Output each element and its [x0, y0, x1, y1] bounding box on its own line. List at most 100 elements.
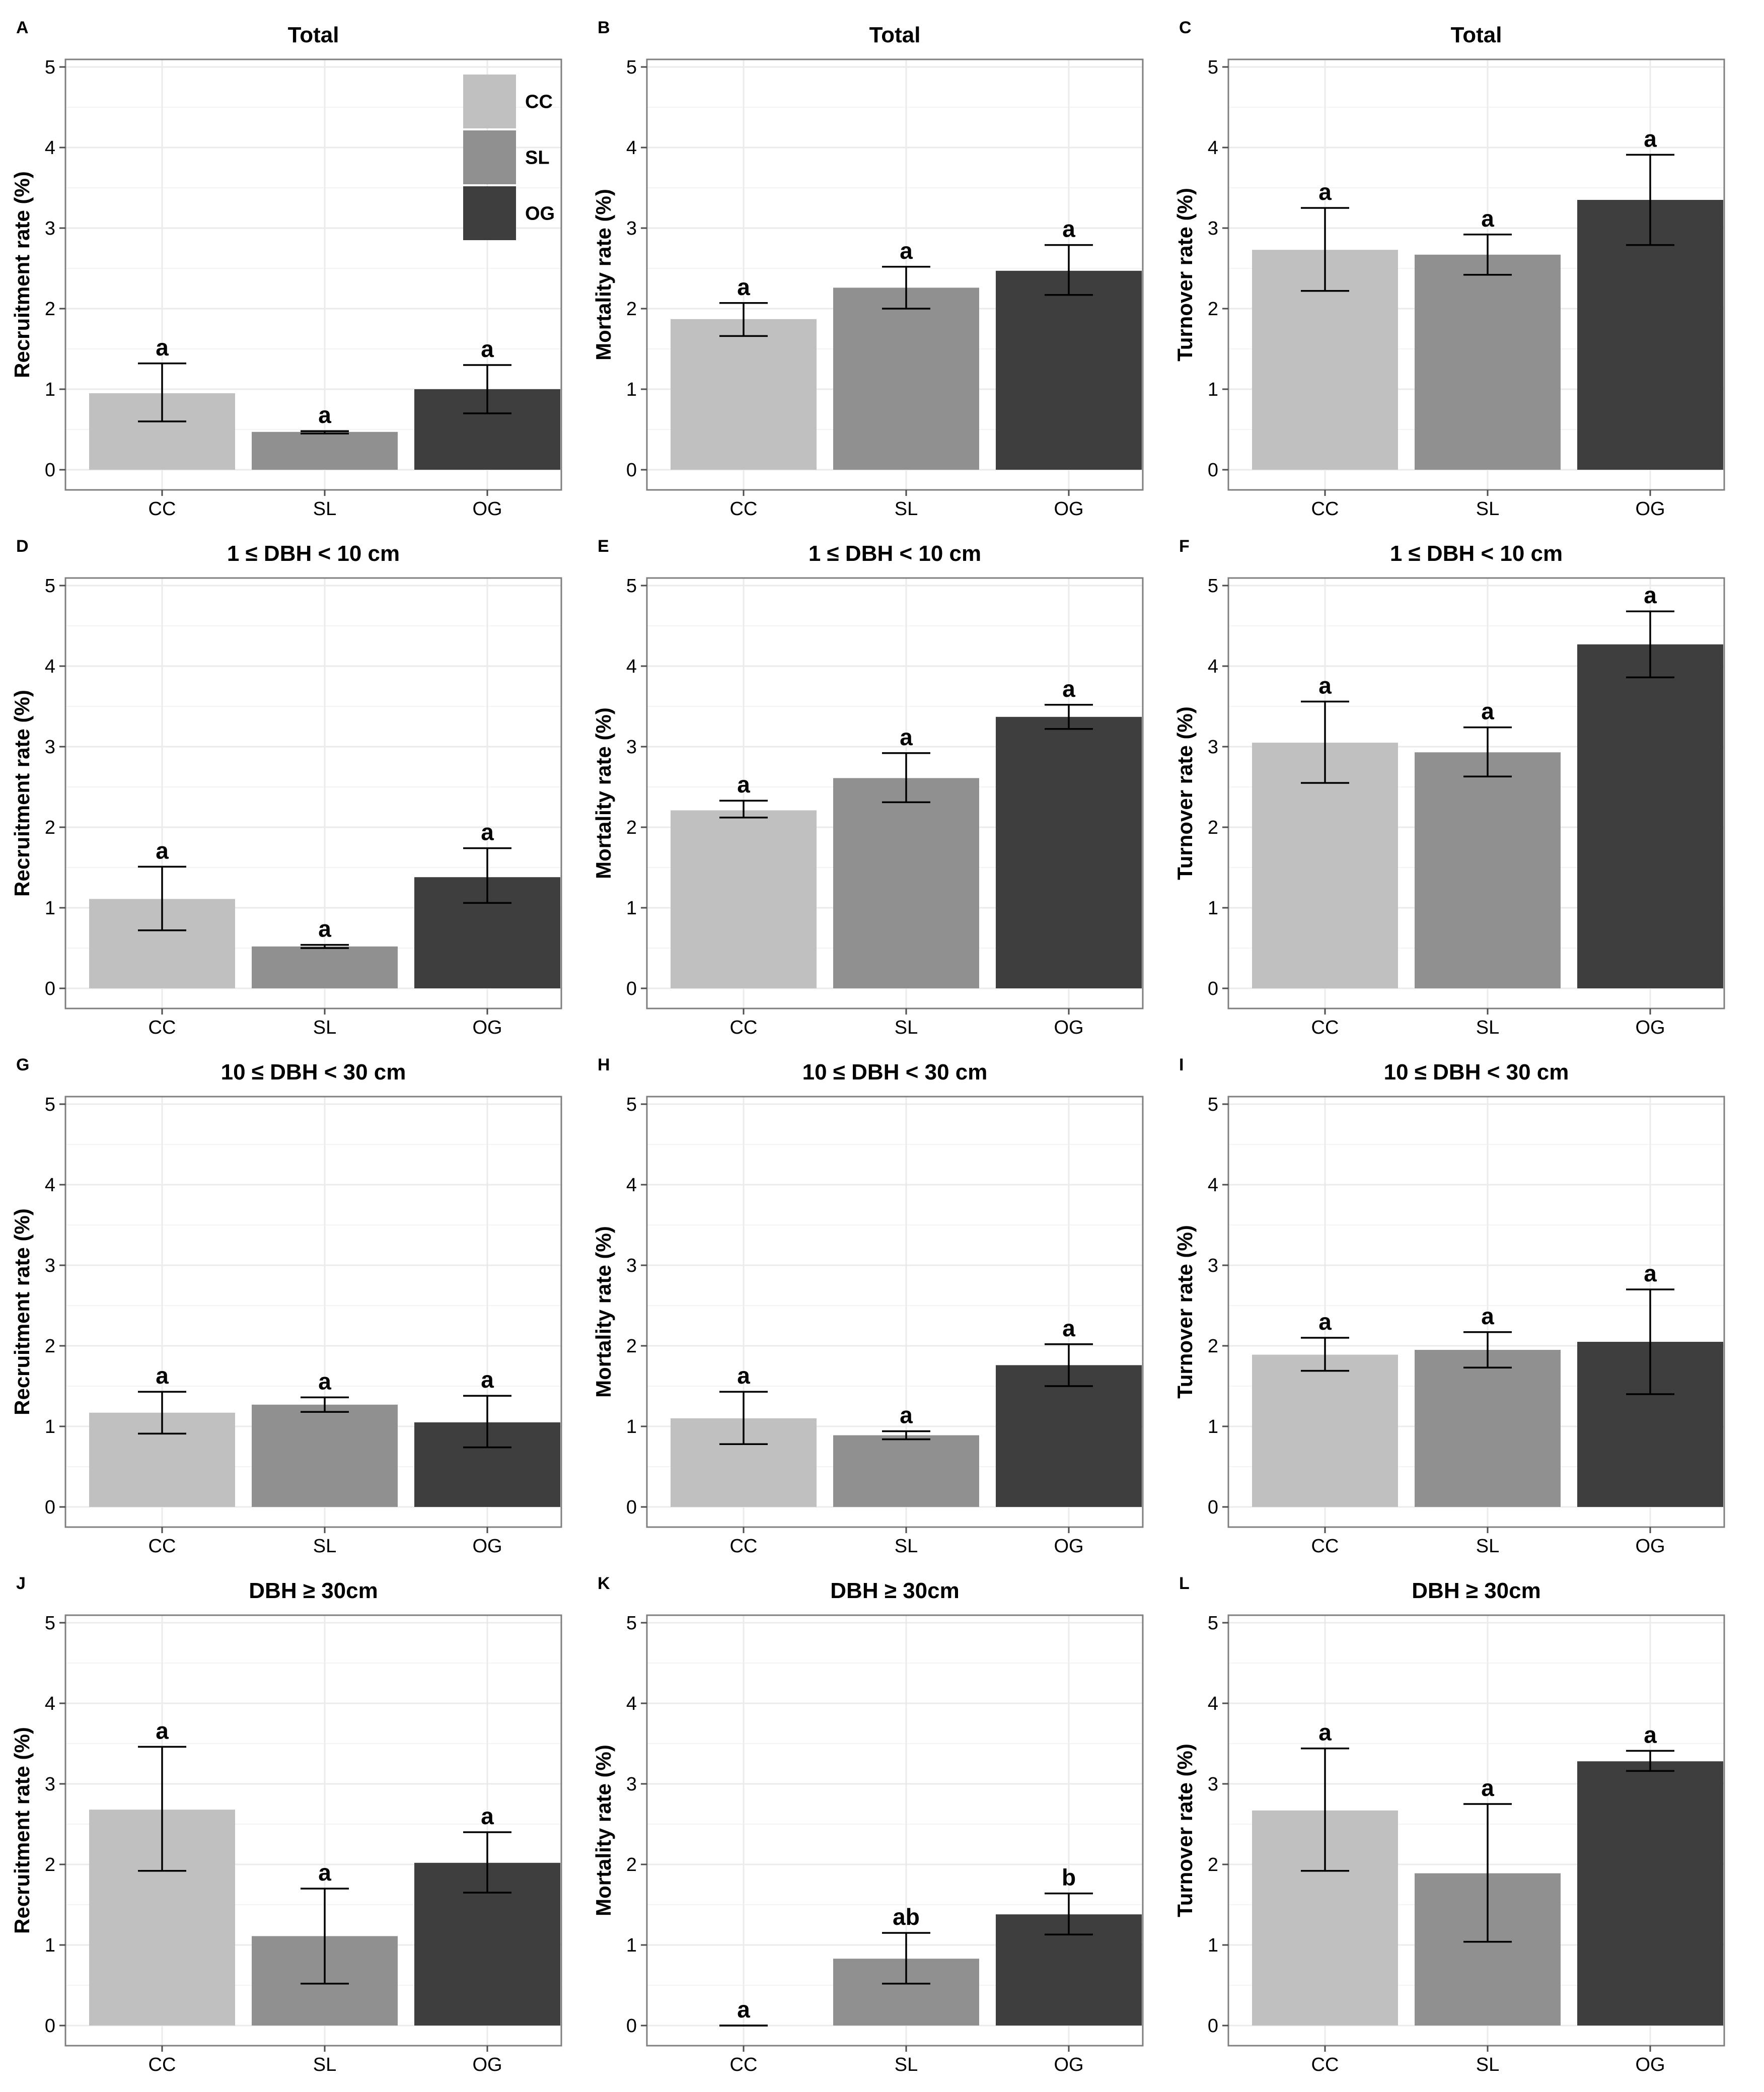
y-tick-label: 3: [45, 1255, 55, 1276]
bar-sl: [1415, 752, 1561, 988]
significance-label: a: [737, 274, 750, 300]
plot-frame: [646, 1614, 1144, 2047]
significance-label: a: [481, 819, 494, 845]
bar-sl: [252, 946, 398, 988]
panel-title: 1 ≤ DBH < 10 cm: [1390, 541, 1563, 566]
significance-label: a: [481, 336, 494, 362]
y-tick-label: 4: [45, 1693, 55, 1714]
significance-label: a: [318, 402, 331, 428]
y-tick-label: 1: [1208, 1416, 1218, 1437]
plot-frame: [1227, 577, 1725, 1009]
panel-letter: L: [1179, 1574, 1190, 1593]
x-tick-label: CC: [1311, 2054, 1339, 2075]
significance-label: a: [318, 916, 331, 942]
error-bar-og: [1045, 704, 1093, 730]
error-bar-cc: [719, 302, 768, 337]
bar-cc: [671, 810, 817, 988]
y-tick-label: 5: [626, 1094, 637, 1115]
x-tick-label: CC: [149, 498, 176, 520]
error-bar-cc: [138, 363, 186, 422]
x-tick-label: OG: [472, 1017, 502, 1038]
panel-c: C Total a a a 0 1 2 3 4 5 CC SL OG Turnover rate (%): [1173, 18, 1725, 520]
x-tick-label: CC: [149, 2054, 176, 2075]
error-bar-sl: [301, 1396, 349, 1413]
y-tick-label: 0: [1208, 2015, 1218, 2037]
y-tick-label: 5: [1208, 575, 1218, 597]
x-tick-label: OG: [1635, 1017, 1665, 1038]
y-tick-label: 2: [45, 817, 55, 838]
y-tick-label: 5: [45, 1613, 55, 1634]
legend-label: CC: [525, 92, 553, 113]
y-tick-label: 1: [626, 379, 637, 400]
panel-h: H 10 ≤ DBH < 30 cm a a a 0 1 2 3 4 5 CC SL OG Mortalit…: [592, 1055, 1144, 1557]
y-tick-label: 3: [45, 737, 55, 758]
x-tick-label: CC: [730, 1536, 758, 1557]
x-tick-label: SL: [313, 1017, 336, 1038]
error-bar-cc: [1301, 207, 1349, 292]
plot-frame: [646, 58, 1144, 491]
y-tick-label: 0: [45, 2015, 55, 2037]
panel-title: Total: [869, 23, 921, 47]
y-tick-label: 3: [1208, 218, 1218, 239]
panel-title: 1 ≤ DBH < 10 cm: [227, 541, 400, 566]
error-bar-sl: [882, 1430, 930, 1440]
x-tick-label: SL: [313, 2054, 336, 2075]
significance-label: a: [481, 1366, 494, 1393]
y-tick-label: 2: [45, 1336, 55, 1357]
significance-label: a: [318, 1368, 331, 1394]
y-tick-label: 4: [45, 656, 55, 677]
significance-label: a: [1481, 1303, 1494, 1329]
bar-cc: [671, 319, 817, 470]
significance-label: a: [1062, 216, 1075, 242]
y-tick-label: 0: [45, 978, 55, 999]
bar-sl: [833, 778, 979, 988]
y-tick-label: 2: [626, 817, 637, 838]
error-bar-og: [463, 847, 511, 904]
x-tick-label: SL: [313, 498, 336, 520]
error-bar-sl: [1463, 234, 1512, 276]
x-tick-label: SL: [1476, 498, 1499, 520]
error-bar-og: [1626, 154, 1674, 246]
panel-j: J DBH ≥ 30cm a a a 0 1 2 3 4 5 CC SL OG Recruitment ra…: [10, 1574, 562, 2075]
bar-cc: [1252, 1354, 1398, 1507]
x-tick-label: OG: [472, 2054, 502, 2075]
bar-sl: [1415, 1350, 1561, 1507]
x-tick-label: OG: [1054, 2054, 1083, 2075]
y-tick-label: 5: [45, 57, 55, 78]
y-tick-label: 5: [1208, 1613, 1218, 1634]
x-tick-label: SL: [1476, 1017, 1499, 1038]
y-tick-label: 1: [1208, 1935, 1218, 1956]
panel-letter: B: [598, 18, 610, 37]
y-tick-label: 1: [45, 898, 55, 919]
y-tick-label: 1: [45, 1416, 55, 1437]
significance-label: b: [1062, 1864, 1076, 1891]
plot-frame: [646, 1096, 1144, 1528]
panel-d: D 1 ≤ DBH < 10 cm a a a 0 1 2 3 4 5 CC SL OG Recruitme…: [10, 537, 562, 1038]
error-bar-cc: [1301, 1337, 1349, 1372]
x-tick-label: CC: [1311, 1017, 1339, 1038]
y-tick-label: 3: [626, 1774, 637, 1795]
y-tick-label: 5: [45, 1094, 55, 1115]
y-tick-label: 5: [1208, 1094, 1218, 1115]
bar-sl: [833, 1435, 979, 1507]
x-tick-label: CC: [730, 1017, 758, 1038]
significance-label: a: [1062, 676, 1075, 702]
significance-label: a: [1481, 698, 1494, 725]
x-tick-label: OG: [1635, 498, 1665, 520]
panel-title: DBH ≥ 30cm: [830, 1578, 959, 1603]
bar-og: [1577, 644, 1723, 988]
significance-label: a: [900, 1402, 913, 1428]
y-tick-label: 4: [45, 137, 55, 159]
y-tick-label: 0: [1208, 1497, 1218, 1518]
significance-label: a: [1318, 1309, 1332, 1335]
legend-swatch-sl: [463, 130, 516, 184]
x-tick-label: OG: [1054, 1536, 1083, 1557]
y-tick-label: 2: [626, 1854, 637, 1875]
y-tick-label: 4: [45, 1175, 55, 1196]
y-tick-label: 5: [45, 575, 55, 597]
y-axis-title: Mortality rate (%): [592, 707, 615, 879]
significance-label: a: [1644, 1260, 1657, 1286]
significance-label: a: [481, 1803, 494, 1829]
significance-label: a: [1481, 1775, 1494, 1801]
y-tick-label: 1: [45, 379, 55, 400]
